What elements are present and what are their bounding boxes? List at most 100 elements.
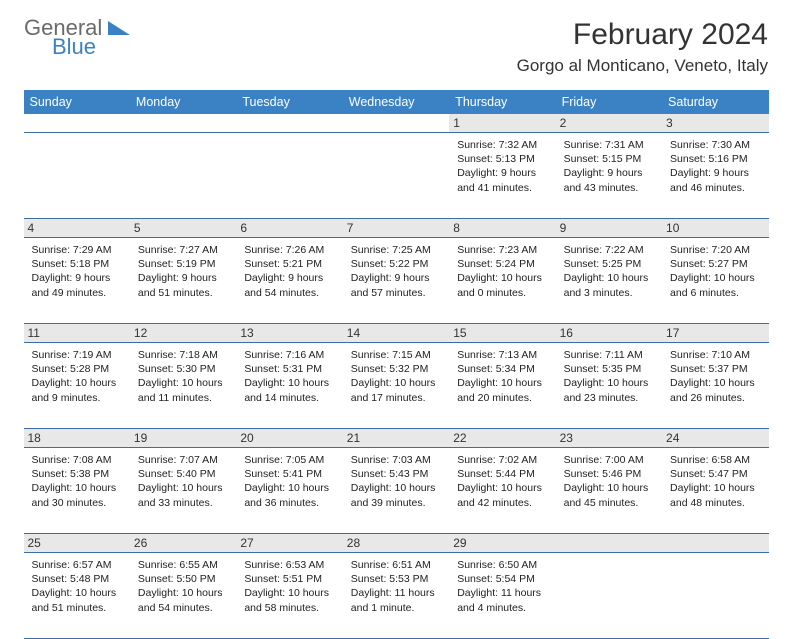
daylight-text-2: and 39 minutes. [351,496,441,510]
day-info: Sunrise: 7:11 AMSunset: 5:35 PMDaylight:… [560,345,658,405]
week-row: Sunrise: 7:08 AMSunset: 5:38 PMDaylight:… [24,448,769,534]
day-number: 7 [343,219,449,238]
daynum-row: 11121314151617 [24,324,769,343]
weekday-header: Wednesday [343,90,449,114]
day-number: 19 [130,429,236,448]
day-info: Sunrise: 7:30 AMSunset: 5:16 PMDaylight:… [666,135,764,195]
sunrise-text: Sunrise: 7:02 AM [457,453,547,467]
sunset-text: Sunset: 5:38 PM [32,467,122,481]
weekday-header-row: SundayMondayTuesdayWednesdayThursdayFrid… [24,90,769,114]
daylight-text-2: and 0 minutes. [457,286,547,300]
day-cell: Sunrise: 6:53 AMSunset: 5:51 PMDaylight:… [236,553,342,639]
day-info: Sunrise: 6:57 AMSunset: 5:48 PMDaylight:… [28,555,126,615]
day-info: Sunrise: 7:25 AMSunset: 5:22 PMDaylight:… [347,240,445,300]
day-info: Sunrise: 7:18 AMSunset: 5:30 PMDaylight:… [134,345,232,405]
day-number: 28 [343,534,449,553]
daylight-text-2: and 41 minutes. [457,181,547,195]
daylight-text-2: and 3 minutes. [564,286,654,300]
sunset-text: Sunset: 5:34 PM [457,362,547,376]
daylight-text-2: and 51 minutes. [32,601,122,615]
day-number: 9 [556,219,662,238]
calendar-table: SundayMondayTuesdayWednesdayThursdayFrid… [24,90,769,639]
day-cell: Sunrise: 6:58 AMSunset: 5:47 PMDaylight:… [662,448,768,534]
day-info: Sunrise: 7:15 AMSunset: 5:32 PMDaylight:… [347,345,445,405]
daylight-text-1: Daylight: 9 hours [244,271,334,285]
daylight-text-2: and 43 minutes. [564,181,654,195]
logo-triangle-icon [108,21,130,35]
sunset-text: Sunset: 5:48 PM [32,572,122,586]
sunset-text: Sunset: 5:18 PM [32,257,122,271]
day-cell: Sunrise: 7:07 AMSunset: 5:40 PMDaylight:… [130,448,236,534]
day-info: Sunrise: 7:23 AMSunset: 5:24 PMDaylight:… [453,240,551,300]
weekday-header: Thursday [449,90,555,114]
daylight-text-2: and 6 minutes. [670,286,760,300]
sunset-text: Sunset: 5:31 PM [244,362,334,376]
daylight-text-1: Daylight: 10 hours [32,376,122,390]
daylight-text-1: Daylight: 9 hours [670,166,760,180]
day-cell: Sunrise: 7:31 AMSunset: 5:15 PMDaylight:… [556,133,662,219]
sunset-text: Sunset: 5:16 PM [670,152,760,166]
sunrise-text: Sunrise: 7:15 AM [351,348,441,362]
day-number: 29 [449,534,555,553]
day-number: 15 [449,324,555,343]
sunrise-text: Sunrise: 7:27 AM [138,243,228,257]
sunset-text: Sunset: 5:13 PM [457,152,547,166]
week-row: Sunrise: 7:32 AMSunset: 5:13 PMDaylight:… [24,133,769,219]
sunrise-text: Sunrise: 7:20 AM [670,243,760,257]
day-number: 8 [449,219,555,238]
weekday-header: Friday [556,90,662,114]
day-info: Sunrise: 6:53 AMSunset: 5:51 PMDaylight:… [240,555,338,615]
day-cell: Sunrise: 7:13 AMSunset: 5:34 PMDaylight:… [449,343,555,429]
day-cell: Sunrise: 7:30 AMSunset: 5:16 PMDaylight:… [662,133,768,219]
day-cell: Sunrise: 7:08 AMSunset: 5:38 PMDaylight:… [24,448,130,534]
day-number: 2 [556,114,662,133]
sunrise-text: Sunrise: 7:31 AM [564,138,654,152]
week-row: Sunrise: 7:19 AMSunset: 5:28 PMDaylight:… [24,343,769,429]
daylight-text-2: and 57 minutes. [351,286,441,300]
day-number: 16 [556,324,662,343]
day-info: Sunrise: 7:19 AMSunset: 5:28 PMDaylight:… [28,345,126,405]
weekday-header: Tuesday [236,90,342,114]
daylight-text-1: Daylight: 10 hours [244,376,334,390]
day-number [556,534,662,553]
day-number: 25 [24,534,130,553]
daylight-text-2: and 48 minutes. [670,496,760,510]
daylight-text-2: and 42 minutes. [457,496,547,510]
sunset-text: Sunset: 5:50 PM [138,572,228,586]
sunrise-text: Sunrise: 7:29 AM [32,243,122,257]
month-title: February 2024 [517,18,768,52]
daylight-text-2: and 9 minutes. [32,391,122,405]
day-info: Sunrise: 7:32 AMSunset: 5:13 PMDaylight:… [453,135,551,195]
day-number: 23 [556,429,662,448]
day-number: 10 [662,219,768,238]
day-cell: Sunrise: 6:57 AMSunset: 5:48 PMDaylight:… [24,553,130,639]
day-cell: Sunrise: 6:55 AMSunset: 5:50 PMDaylight:… [130,553,236,639]
daylight-text-1: Daylight: 10 hours [457,481,547,495]
sunrise-text: Sunrise: 7:25 AM [351,243,441,257]
sunset-text: Sunset: 5:51 PM [244,572,334,586]
sunrise-text: Sunrise: 7:10 AM [670,348,760,362]
day-info: Sunrise: 7:31 AMSunset: 5:15 PMDaylight:… [560,135,658,195]
header: General Blue February 2024 Gorgo al Mont… [0,0,792,84]
day-cell: Sunrise: 7:18 AMSunset: 5:30 PMDaylight:… [130,343,236,429]
daylight-text-2: and 20 minutes. [457,391,547,405]
sunrise-text: Sunrise: 7:19 AM [32,348,122,362]
day-info: Sunrise: 7:20 AMSunset: 5:27 PMDaylight:… [666,240,764,300]
day-cell: Sunrise: 7:26 AMSunset: 5:21 PMDaylight:… [236,238,342,324]
daylight-text-1: Daylight: 10 hours [138,376,228,390]
day-cell [662,553,768,639]
day-cell: Sunrise: 7:32 AMSunset: 5:13 PMDaylight:… [449,133,555,219]
daylight-text-1: Daylight: 10 hours [351,376,441,390]
day-info: Sunrise: 6:58 AMSunset: 5:47 PMDaylight:… [666,450,764,510]
sunrise-text: Sunrise: 6:50 AM [457,558,547,572]
weekday-header: Saturday [662,90,768,114]
daylight-text-1: Daylight: 10 hours [564,481,654,495]
daylight-text-2: and 51 minutes. [138,286,228,300]
day-cell: Sunrise: 7:11 AMSunset: 5:35 PMDaylight:… [556,343,662,429]
sunset-text: Sunset: 5:24 PM [457,257,547,271]
day-number: 11 [24,324,130,343]
sunset-text: Sunset: 5:25 PM [564,257,654,271]
daylight-text-1: Daylight: 10 hours [564,271,654,285]
daylight-text-1: Daylight: 10 hours [670,376,760,390]
daylight-text-1: Daylight: 10 hours [32,481,122,495]
